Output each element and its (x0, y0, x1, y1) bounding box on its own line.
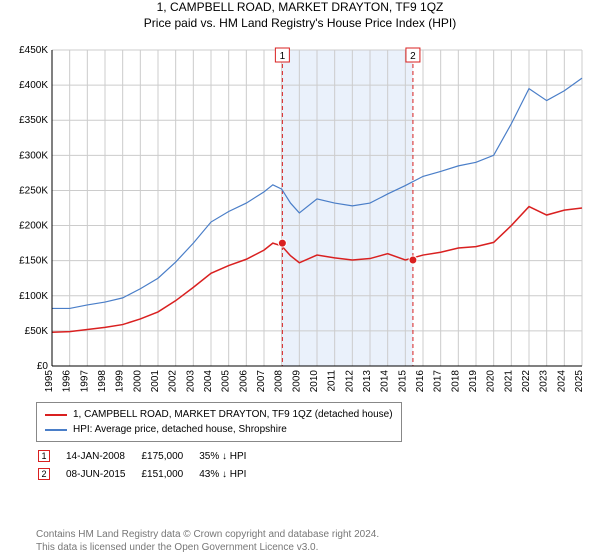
svg-text:1996: 1996 (62, 370, 73, 393)
svg-text:1998: 1998 (97, 370, 108, 393)
sale-marker-icon: 2 (38, 468, 50, 480)
svg-text:2022: 2022 (521, 370, 532, 393)
svg-text:1997: 1997 (79, 370, 90, 393)
legend-swatch (45, 414, 67, 416)
svg-text:2001: 2001 (150, 370, 161, 393)
chart-subtitle: Price paid vs. HM Land Registry's House … (0, 16, 600, 30)
svg-text:£350K: £350K (19, 115, 48, 126)
svg-text:2015: 2015 (397, 370, 408, 393)
svg-text:£200K: £200K (19, 221, 48, 232)
svg-text:2004: 2004 (203, 370, 214, 393)
table-row: 1 14-JAN-2008£175,00035% ↓ HPI (38, 448, 260, 464)
svg-text:2021: 2021 (503, 370, 514, 393)
svg-text:1: 1 (280, 51, 286, 62)
sale-delta: 35% ↓ HPI (199, 448, 260, 464)
table-row: 2 08-JUN-2015£151,00043% ↓ HPI (38, 466, 260, 482)
footnote: Contains HM Land Registry data © Crown c… (36, 528, 379, 554)
svg-text:2007: 2007 (256, 370, 267, 393)
sales-table: 1 14-JAN-2008£175,00035% ↓ HPI 2 08-JUN-201… (36, 446, 262, 484)
sale-date: 08-JUN-2015 (66, 466, 139, 482)
svg-text:2009: 2009 (291, 370, 302, 393)
svg-text:£300K: £300K (19, 150, 48, 161)
svg-text:£100K: £100K (19, 291, 48, 302)
svg-text:2013: 2013 (362, 370, 373, 393)
svg-text:2019: 2019 (468, 370, 479, 393)
legend-label: 1, CAMPBELL ROAD, MARKET DRAYTON, TF9 1Q… (73, 407, 393, 422)
svg-text:2005: 2005 (221, 370, 232, 393)
legend-row: 1, CAMPBELL ROAD, MARKET DRAYTON, TF9 1Q… (45, 407, 393, 422)
svg-text:2014: 2014 (380, 370, 391, 393)
footnote-line-2: This data is licensed under the Open Gov… (36, 541, 379, 554)
svg-text:2: 2 (410, 51, 416, 62)
svg-text:2020: 2020 (486, 370, 497, 393)
svg-text:2017: 2017 (433, 370, 444, 393)
svg-text:2011: 2011 (327, 370, 338, 392)
svg-text:1995: 1995 (44, 370, 55, 393)
svg-text:2016: 2016 (415, 370, 426, 393)
svg-text:£150K: £150K (19, 256, 48, 267)
svg-text:2006: 2006 (238, 370, 249, 393)
sale-marker-icon: 1 (38, 450, 50, 462)
sale-delta: 43% ↓ HPI (199, 466, 260, 482)
svg-text:£400K: £400K (19, 80, 48, 91)
svg-text:2012: 2012 (344, 370, 355, 393)
footnote-line-1: Contains HM Land Registry data © Crown c… (36, 528, 379, 541)
svg-text:1999: 1999 (115, 370, 126, 393)
svg-text:2008: 2008 (274, 370, 285, 393)
svg-text:2018: 2018 (450, 370, 461, 393)
svg-text:£250K: £250K (19, 185, 48, 196)
chart-area: £0£50K£100K£150K£200K£250K£300K£350K£400… (10, 44, 590, 396)
svg-text:2000: 2000 (132, 370, 143, 393)
svg-text:£50K: £50K (25, 326, 49, 337)
svg-text:£450K: £450K (19, 45, 48, 56)
svg-text:2023: 2023 (539, 370, 550, 393)
legend-swatch (45, 429, 67, 431)
legend: 1, CAMPBELL ROAD, MARKET DRAYTON, TF9 1Q… (36, 402, 402, 442)
legend-label: HPI: Average price, detached house, Shro… (73, 422, 287, 437)
sale-price: £151,000 (141, 466, 197, 482)
svg-text:2024: 2024 (556, 370, 567, 393)
sale-date: 14-JAN-2008 (66, 448, 139, 464)
price-chart: £0£50K£100K£150K£200K£250K£300K£350K£400… (10, 44, 590, 396)
chart-title: 1, CAMPBELL ROAD, MARKET DRAYTON, TF9 1Q… (0, 0, 600, 14)
svg-text:2002: 2002 (168, 370, 179, 393)
svg-text:2003: 2003 (185, 370, 196, 393)
sale-price: £175,000 (141, 448, 197, 464)
svg-text:2010: 2010 (309, 370, 320, 393)
legend-row: HPI: Average price, detached house, Shro… (45, 422, 393, 437)
svg-text:2025: 2025 (574, 370, 585, 393)
